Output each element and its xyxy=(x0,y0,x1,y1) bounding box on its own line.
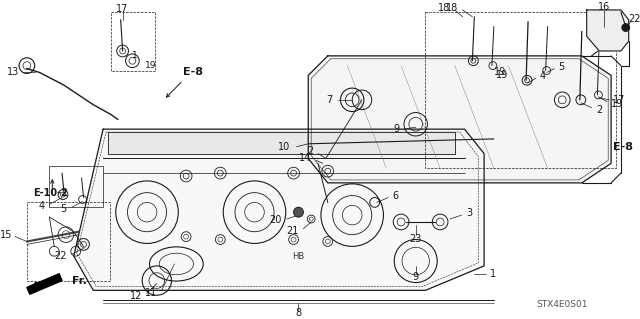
Text: E-8: E-8 xyxy=(183,68,203,78)
Text: HB: HB xyxy=(292,252,305,261)
Text: 19: 19 xyxy=(611,99,623,109)
Text: 17: 17 xyxy=(116,4,129,14)
Text: Fr.: Fr. xyxy=(72,276,86,286)
Text: 7: 7 xyxy=(326,95,333,105)
Circle shape xyxy=(622,24,630,32)
Text: 19: 19 xyxy=(145,61,157,70)
Text: 11: 11 xyxy=(145,288,157,298)
Text: 15: 15 xyxy=(0,230,12,240)
Text: 17: 17 xyxy=(613,95,625,105)
Polygon shape xyxy=(27,274,62,294)
Text: 21: 21 xyxy=(286,226,298,236)
Text: 18: 18 xyxy=(438,3,450,13)
Text: 5: 5 xyxy=(558,62,564,71)
Text: E-10-2: E-10-2 xyxy=(33,188,68,198)
Circle shape xyxy=(294,207,303,217)
Bar xyxy=(49,166,103,207)
Text: 22: 22 xyxy=(54,251,67,261)
Text: 9: 9 xyxy=(393,124,399,134)
Text: 1: 1 xyxy=(490,269,496,279)
Text: 4: 4 xyxy=(540,71,546,81)
Text: 14: 14 xyxy=(299,153,311,163)
Text: 6: 6 xyxy=(392,190,398,201)
Bar xyxy=(111,12,155,70)
Text: 9: 9 xyxy=(413,272,419,282)
Bar xyxy=(426,12,616,168)
Text: 19: 19 xyxy=(496,70,508,80)
Text: 4: 4 xyxy=(38,201,44,211)
Text: 16: 16 xyxy=(598,2,611,12)
Polygon shape xyxy=(308,56,611,183)
Text: 10: 10 xyxy=(278,142,291,152)
Text: 5: 5 xyxy=(61,204,67,214)
Text: 2: 2 xyxy=(596,105,603,115)
Polygon shape xyxy=(108,132,455,153)
Text: 23: 23 xyxy=(410,234,422,244)
Text: 12: 12 xyxy=(130,291,142,301)
Text: 8: 8 xyxy=(296,308,301,318)
Text: E-8: E-8 xyxy=(613,142,633,152)
Text: 22: 22 xyxy=(628,14,640,24)
Text: 3: 3 xyxy=(467,208,472,218)
Text: STX4E0S01: STX4E0S01 xyxy=(536,300,588,309)
Text: 13: 13 xyxy=(7,68,19,78)
Text: 1: 1 xyxy=(132,51,138,60)
Text: 20: 20 xyxy=(269,215,282,225)
Text: 19: 19 xyxy=(494,68,506,78)
Polygon shape xyxy=(74,129,484,290)
Text: 18: 18 xyxy=(447,3,459,13)
Bar xyxy=(27,203,110,281)
Text: 2: 2 xyxy=(307,146,313,156)
Polygon shape xyxy=(587,10,628,51)
